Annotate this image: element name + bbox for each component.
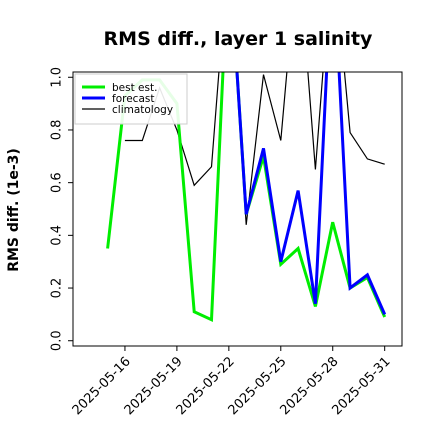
- y-tick-label: 0.0: [50, 330, 65, 351]
- legend-label: best est.: [112, 82, 157, 94]
- y-axis: 0.0 0.2 0.4 0.6 0.8 1.0: [50, 67, 73, 351]
- y-tick-label: 0.6: [50, 172, 65, 193]
- y-tick-label: 1.0: [50, 67, 65, 88]
- y-tick-label: 0.4: [50, 225, 65, 246]
- legend-label: climatology: [112, 104, 173, 116]
- chart-title: RMS diff., layer 1 salinity: [104, 28, 374, 50]
- plot-frame: [72, 71, 403, 347]
- y-tick-label: 0.8: [50, 120, 65, 141]
- x-axis: 2025-05-162025-05-192025-05-222025-05-25…: [70, 346, 394, 418]
- legend-label: forecast: [112, 93, 154, 105]
- series-line-forecast: [235, 72, 387, 316]
- y-tick-label: 0.2: [50, 278, 65, 299]
- y-axis-label: RMS diff. (1e-3): [6, 148, 22, 272]
